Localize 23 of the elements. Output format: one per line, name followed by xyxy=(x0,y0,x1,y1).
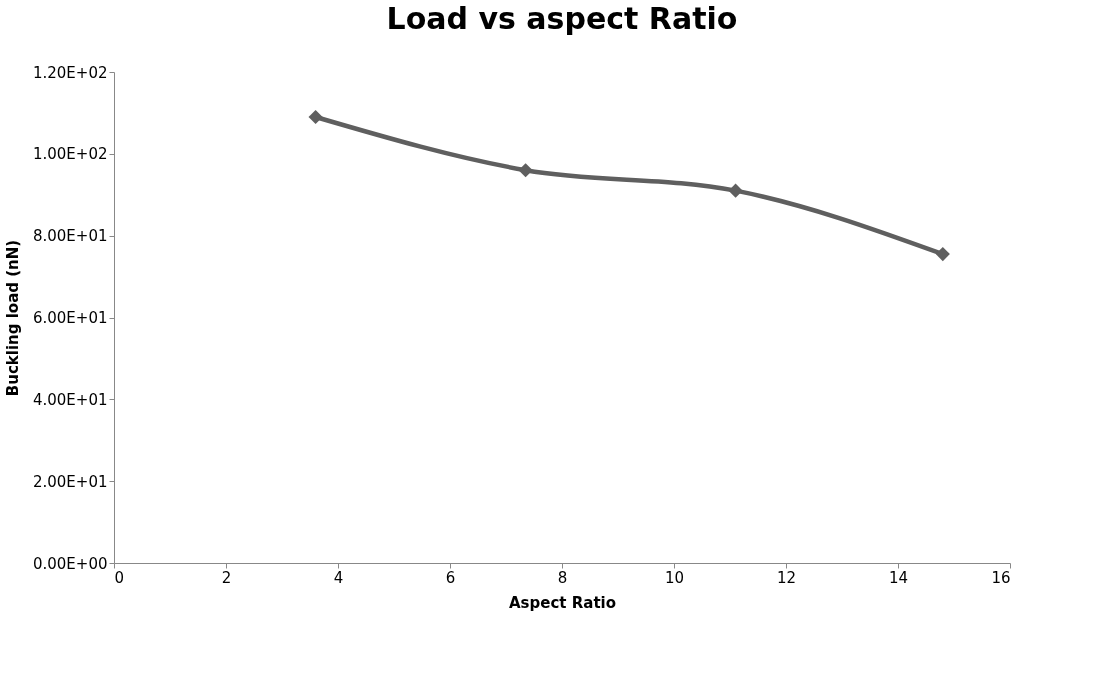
x-tick-label: 14 xyxy=(888,568,909,587)
x-tick-label: 0 xyxy=(114,568,125,587)
y-tick-label: 8.00E+01 xyxy=(32,227,108,246)
point xyxy=(518,163,533,178)
chart-title: Load vs aspect Ratio xyxy=(386,1,738,36)
x-tick-label: 10 xyxy=(664,568,685,587)
y-axis-title: Buckling load (nN) xyxy=(3,239,22,397)
x-tick-label: 2 xyxy=(221,568,232,587)
y-tick-label: 1.00E+02 xyxy=(32,145,108,164)
x-axis-title: Aspect Ratio xyxy=(508,593,617,612)
x-tick-label: 12 xyxy=(776,568,797,587)
point xyxy=(728,183,743,198)
point xyxy=(935,247,950,262)
y-tick-label: 0.00E+00 xyxy=(32,554,108,573)
x-tick-label: 6 xyxy=(445,568,456,587)
x-tick-label: 4 xyxy=(333,568,344,587)
y-tick-label: 6.00E+01 xyxy=(32,309,108,327)
y-tick-label: 1.20E+02 xyxy=(32,63,108,82)
y-tick-label: 4.00E+01 xyxy=(32,390,108,409)
point xyxy=(308,109,323,125)
y-tick-label: 2.00E+01 xyxy=(32,472,108,491)
x-tick-label: 16 xyxy=(991,568,1011,587)
x-tick-label: 8 xyxy=(557,568,568,587)
